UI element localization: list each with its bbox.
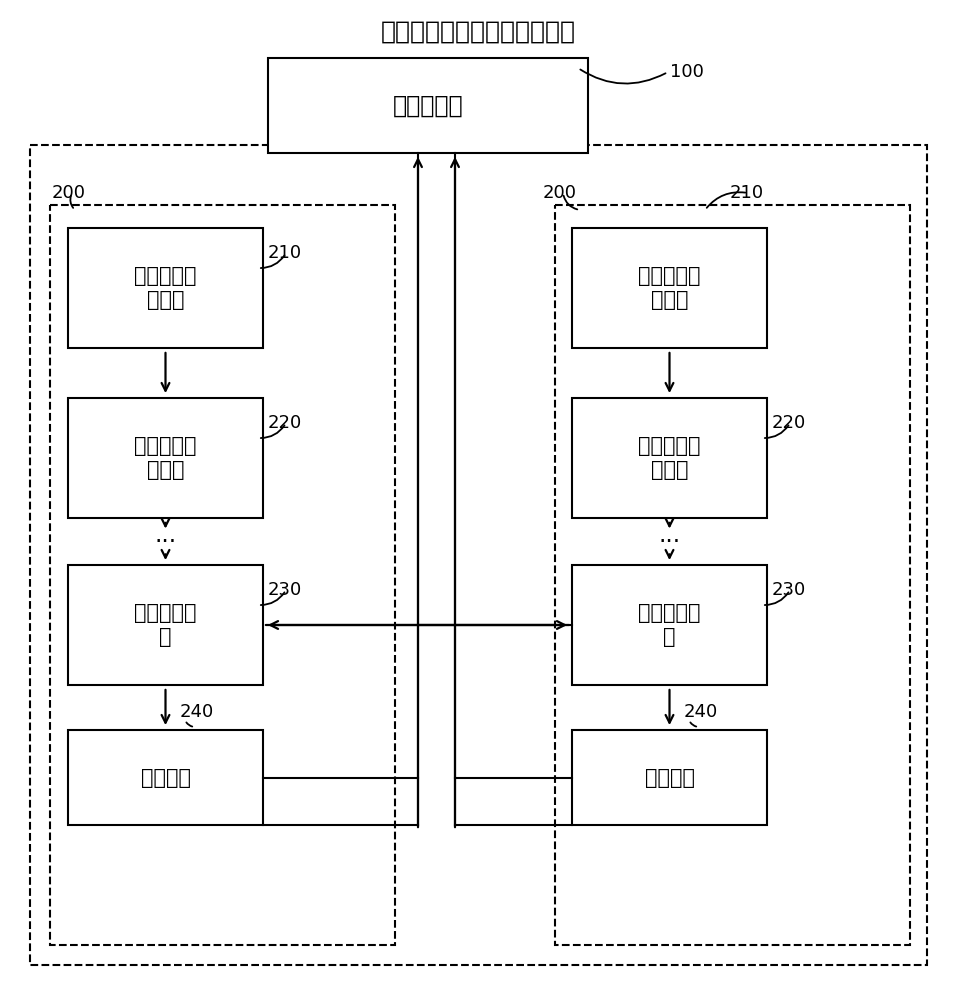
Bar [572,565,767,685]
Text: 输出模块: 输出模块 [644,768,695,788]
Text: 第一电压补
偿模块: 第一电压补 偿模块 [134,436,197,480]
Text: 输出模块: 输出模块 [141,768,190,788]
Bar [68,565,263,685]
Bar [572,228,767,348]
Text: 240: 240 [180,703,214,721]
Text: 第一电压补
偿模块: 第一电压补 偿模块 [638,436,701,480]
Bar [30,145,927,965]
Text: ···: ··· [658,530,680,554]
Text: 200: 200 [52,184,86,202]
Text: 时序控制器: 时序控制器 [392,94,463,117]
Bar [68,730,263,825]
Text: 220: 220 [772,414,806,432]
Bar [555,205,910,945]
Bar [572,730,767,825]
Text: 230: 230 [772,581,806,599]
Bar [572,398,767,518]
Text: 多路选择模
块: 多路选择模 块 [134,603,197,647]
Text: 显示面板的伽马电压校正电路: 显示面板的伽马电压校正电路 [381,20,576,44]
Text: 230: 230 [268,581,302,599]
Bar [50,205,395,945]
Text: 240: 240 [684,703,719,721]
Text: 210: 210 [730,184,764,202]
Text: 200: 200 [543,184,577,202]
Bar [68,398,263,518]
Text: 210: 210 [268,244,302,262]
Text: 第一电压产
生模块: 第一电压产 生模块 [134,266,197,310]
Text: 220: 220 [268,414,302,432]
Bar [268,58,588,153]
Text: ···: ··· [154,530,176,554]
Text: 第一电压产
生模块: 第一电压产 生模块 [638,266,701,310]
Text: 多路选择模
块: 多路选择模 块 [638,603,701,647]
Text: 100: 100 [670,63,704,81]
Bar [68,228,263,348]
